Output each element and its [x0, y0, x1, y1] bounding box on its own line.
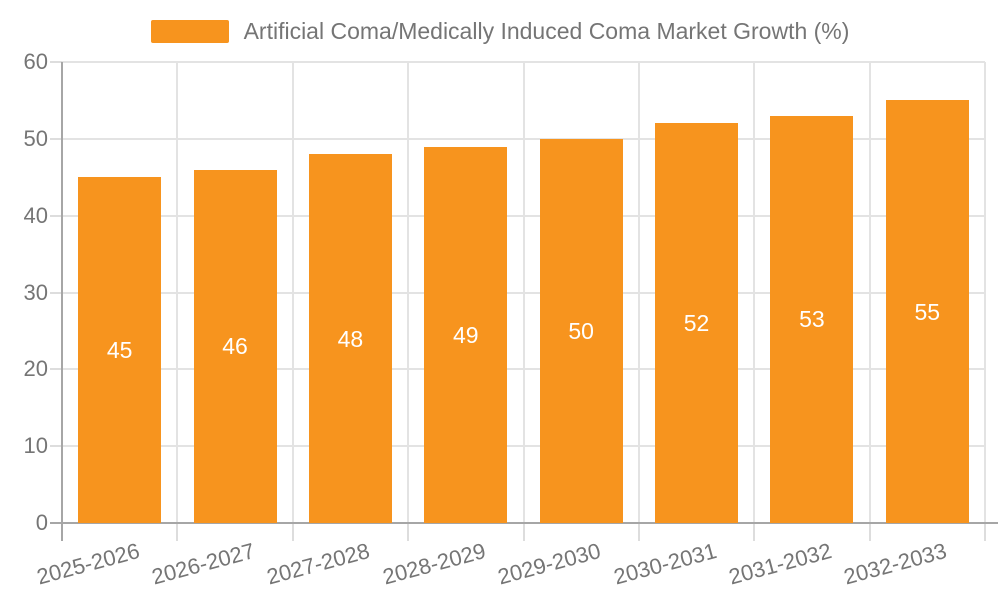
x-axis-tick: [868, 523, 871, 541]
bar[interactable]: [770, 115, 854, 523]
y-axis-tick: [50, 291, 62, 294]
x-axis-tick: [291, 523, 294, 541]
y-axis-tick: [50, 214, 62, 217]
category-gridline: [407, 62, 410, 523]
legend: Artificial Coma/Medically Induced Coma M…: [0, 17, 1000, 45]
bar-value-label: 48: [337, 325, 364, 352]
bar[interactable]: [539, 138, 623, 523]
x-axis-tick: [753, 523, 756, 541]
y-axis-label: 50: [23, 125, 48, 151]
x-axis-tick: [637, 523, 640, 541]
x-axis-tick: [984, 523, 986, 541]
x-axis-tick: [522, 523, 525, 541]
bar-value-label: 45: [106, 337, 133, 364]
legend-label: Artificial Coma/Medically Induced Coma M…: [243, 18, 850, 44]
bar-value-label: 53: [799, 306, 825, 333]
x-axis-line: [50, 522, 998, 524]
x-axis-tick: [407, 523, 410, 541]
bar-value-label: 50: [568, 317, 594, 344]
bar[interactable]: [655, 123, 739, 523]
bar[interactable]: [885, 100, 969, 523]
bar-value-label: 52: [683, 310, 710, 337]
y-axis-tick: [50, 368, 62, 371]
y-axis-label: 40: [23, 202, 48, 228]
y-axis-label: 10: [23, 433, 48, 459]
y-axis-tick: [50, 61, 62, 63]
category-gridline: [176, 62, 179, 523]
y-axis-label: 60: [23, 49, 48, 74]
y-axis-tick: [50, 137, 62, 140]
y-axis-label: 30: [23, 279, 48, 305]
y-axis-line: [61, 62, 63, 541]
category-gridline: [637, 62, 640, 523]
category-gridline: [868, 62, 871, 523]
bar[interactable]: [308, 154, 392, 523]
bar-value-label: 49: [453, 321, 479, 348]
y-axis-label: 0: [35, 510, 48, 535]
y-axis-tick: [50, 445, 62, 448]
category-gridline: [291, 62, 294, 523]
bar[interactable]: [424, 146, 508, 523]
bar[interactable]: [78, 177, 162, 523]
bar-value-label: 55: [914, 298, 941, 325]
x-axis-tick: [176, 523, 179, 541]
y-axis-label: 20: [23, 356, 48, 382]
legend-swatch-icon: [150, 19, 229, 43]
bar[interactable]: [193, 169, 277, 523]
category-gridline: [522, 62, 525, 523]
bar-value-label: 46: [222, 333, 248, 360]
category-gridline: [753, 62, 756, 523]
category-gridline: [984, 62, 986, 523]
